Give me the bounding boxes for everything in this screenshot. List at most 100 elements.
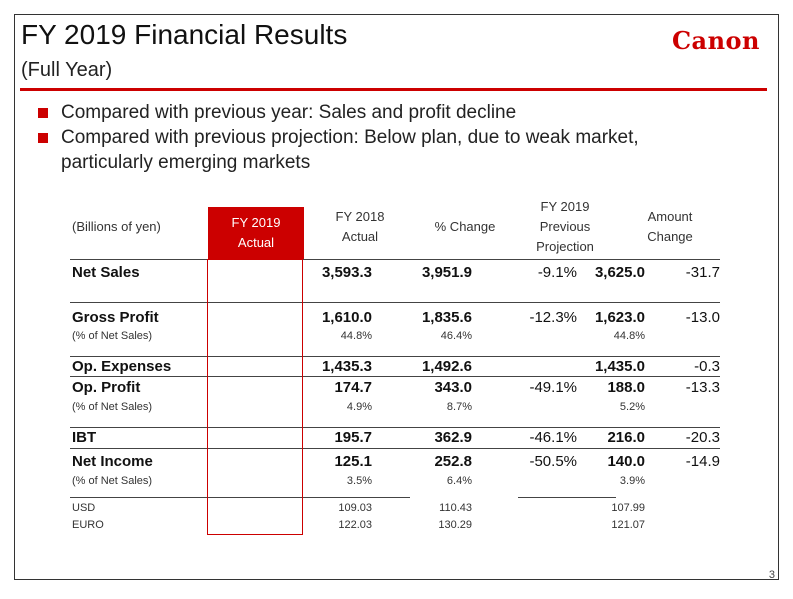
cell-projection: 140.0 [607, 453, 645, 470]
cell-pct-change: -12.3% [529, 309, 577, 326]
row-label: Net Income [72, 453, 153, 470]
cell-fy2018: 46.4% [440, 330, 472, 342]
cell-fy2018: 362.9 [434, 429, 472, 446]
cell-fy2019: 174.7 [334, 379, 372, 396]
column-header-line: Actual [237, 235, 275, 250]
column-header-line: Change [647, 229, 693, 244]
cell-fy2018: 8.7% [446, 401, 472, 413]
cell-fy2019: 122.03 [338, 519, 372, 531]
cell-pct-change: -49.1% [529, 379, 577, 396]
table-row-op-expenses: Op. Expenses 1,435.3 1,492.6 1,435.0 -0.… [72, 357, 722, 377]
cell-fy2019: 1,435.3 [321, 358, 372, 375]
cell-fy2018: 110.43 [439, 502, 472, 514]
cell-fy2019: 109.03 [338, 502, 372, 514]
table-rule [70, 302, 720, 303]
cell-projection: 5.2% [619, 401, 645, 413]
column-header-fy2018-actual: FY 2018 Actual [315, 207, 405, 247]
column-header-fy2019-actual: FY 2019 Actual [208, 207, 304, 259]
table-rule [518, 497, 616, 498]
cell-projection: 44.8% [613, 330, 645, 342]
table-row-euro: EURO 122.03 130.29 121.07 [72, 517, 722, 533]
bullet-text: Compared with previous year: Sales and p… [61, 102, 517, 123]
cell-projection: 188.0 [607, 379, 645, 396]
table-row-net-income: Net Income 125.1 252.8 -50.5% 140.0 -14.… [72, 452, 722, 472]
cell-fy2018: 1,835.6 [421, 309, 472, 326]
table-row-net-income-pct: (% of Net Sales) 3.5% 6.4% 3.9% [72, 473, 722, 489]
cell-pct-change: -9.1% [537, 264, 577, 281]
cell-amount-change: -13.0 [685, 309, 720, 326]
row-label: (% of Net Sales) [72, 475, 153, 487]
square-bullet-icon [38, 133, 48, 143]
cell-projection: 1,435.0 [594, 358, 645, 375]
bullet-text: Compared with previous projection: Below… [61, 127, 639, 173]
bullet-item: Compared with previous projection: Below… [38, 125, 728, 175]
table-row-gross-profit: Gross Profit 1,610.0 1,835.6 -12.3% 1,62… [72, 308, 722, 328]
column-header-line: FY 2019 [540, 199, 590, 214]
row-label: (% of Net Sales) [72, 330, 153, 342]
table-row-usd: USD 109.03 110.43 107.99 [72, 500, 722, 516]
row-label: USD [72, 502, 96, 514]
cell-fy2018: 3,951.9 [421, 264, 472, 281]
cell-pct-change: -50.5% [529, 453, 577, 470]
page-number: 3 [768, 569, 775, 581]
cell-fy2019: 125.1 [334, 453, 372, 470]
cell-fy2018: 1,492.6 [421, 358, 472, 375]
column-header-line: Projection [536, 239, 594, 254]
cell-projection: 3,625.0 [594, 264, 645, 281]
table-row-ibt: IBT 195.7 362.9 -46.1% 216.0 -20.3 [72, 428, 722, 448]
column-header-line: Actual [341, 229, 379, 244]
column-header-line: FY 2018 [335, 209, 385, 224]
cell-projection: 121.07 [611, 519, 645, 531]
row-label: Op. Profit [72, 379, 141, 396]
cell-amount-change: -0.3 [694, 358, 720, 375]
table-row-op-profit-pct: (% of Net Sales) 4.9% 8.7% 5.2% [72, 399, 722, 415]
column-header-line: FY 2019 [231, 215, 281, 230]
cell-fy2018: 6.4% [446, 475, 472, 487]
column-header-line: Previous [539, 219, 591, 234]
row-label: (% of Net Sales) [72, 401, 153, 413]
column-header-line: Amount [647, 209, 693, 224]
cell-fy2019: 44.8% [340, 330, 372, 342]
cell-fy2018: 343.0 [434, 379, 472, 396]
cell-fy2019: 1,610.0 [321, 309, 372, 326]
page-subtitle: (Full Year) [21, 59, 113, 81]
cell-amount-change: -20.3 [685, 429, 720, 446]
units-label: (Billions of yen) [72, 219, 161, 234]
slide-frame [14, 14, 779, 580]
row-label: EURO [72, 519, 104, 531]
table-rule [70, 376, 720, 377]
table-rule [70, 356, 720, 357]
table-rule [70, 259, 720, 260]
cell-amount-change: -14.9 [685, 453, 720, 470]
table-rule [70, 448, 720, 449]
column-header-projection: FY 2019 Previous Projection [510, 197, 620, 257]
cell-fy2019: 4.9% [346, 401, 372, 413]
cell-fy2018: 130.29 [438, 519, 472, 531]
cell-fy2019: 195.7 [334, 429, 372, 446]
cell-projection: 107.99 [611, 502, 645, 514]
square-bullet-icon [38, 108, 48, 118]
cell-fy2019: 3.5% [346, 475, 372, 487]
cell-fy2019: 3,593.3 [321, 264, 372, 281]
bullet-item: Compared with previous year: Sales and p… [38, 100, 516, 125]
row-label: IBT [72, 429, 97, 446]
cell-projection: 3.9% [619, 475, 645, 487]
row-label: Op. Expenses [72, 358, 172, 375]
row-label: Gross Profit [72, 309, 159, 326]
table-rule [70, 497, 410, 498]
cell-amount-change: -31.7 [685, 264, 720, 281]
page-title: FY 2019 Financial Results [21, 19, 348, 50]
table-rule [70, 427, 720, 428]
table-row-op-profit: Op. Profit 174.7 343.0 -49.1% 188.0 -13.… [72, 378, 722, 398]
cell-projection: 216.0 [607, 429, 645, 446]
cell-pct-change: -46.1% [529, 429, 577, 446]
canon-logo: Canon [671, 26, 760, 55]
column-header-amount-change: Amount Change [625, 207, 715, 247]
cell-projection: 1,623.0 [594, 309, 645, 326]
fy2019-highlight-box [207, 259, 303, 535]
table-row-net-sales: Net Sales 3,593.3 3,951.9 -9.1% 3,625.0 … [72, 263, 722, 283]
column-header-pct-change: % Change [434, 219, 496, 234]
table-row-gross-profit-pct: (% of Net Sales) 44.8% 46.4% 44.8% [72, 328, 722, 344]
cell-fy2018: 252.8 [434, 453, 472, 470]
title-divider [20, 88, 767, 91]
